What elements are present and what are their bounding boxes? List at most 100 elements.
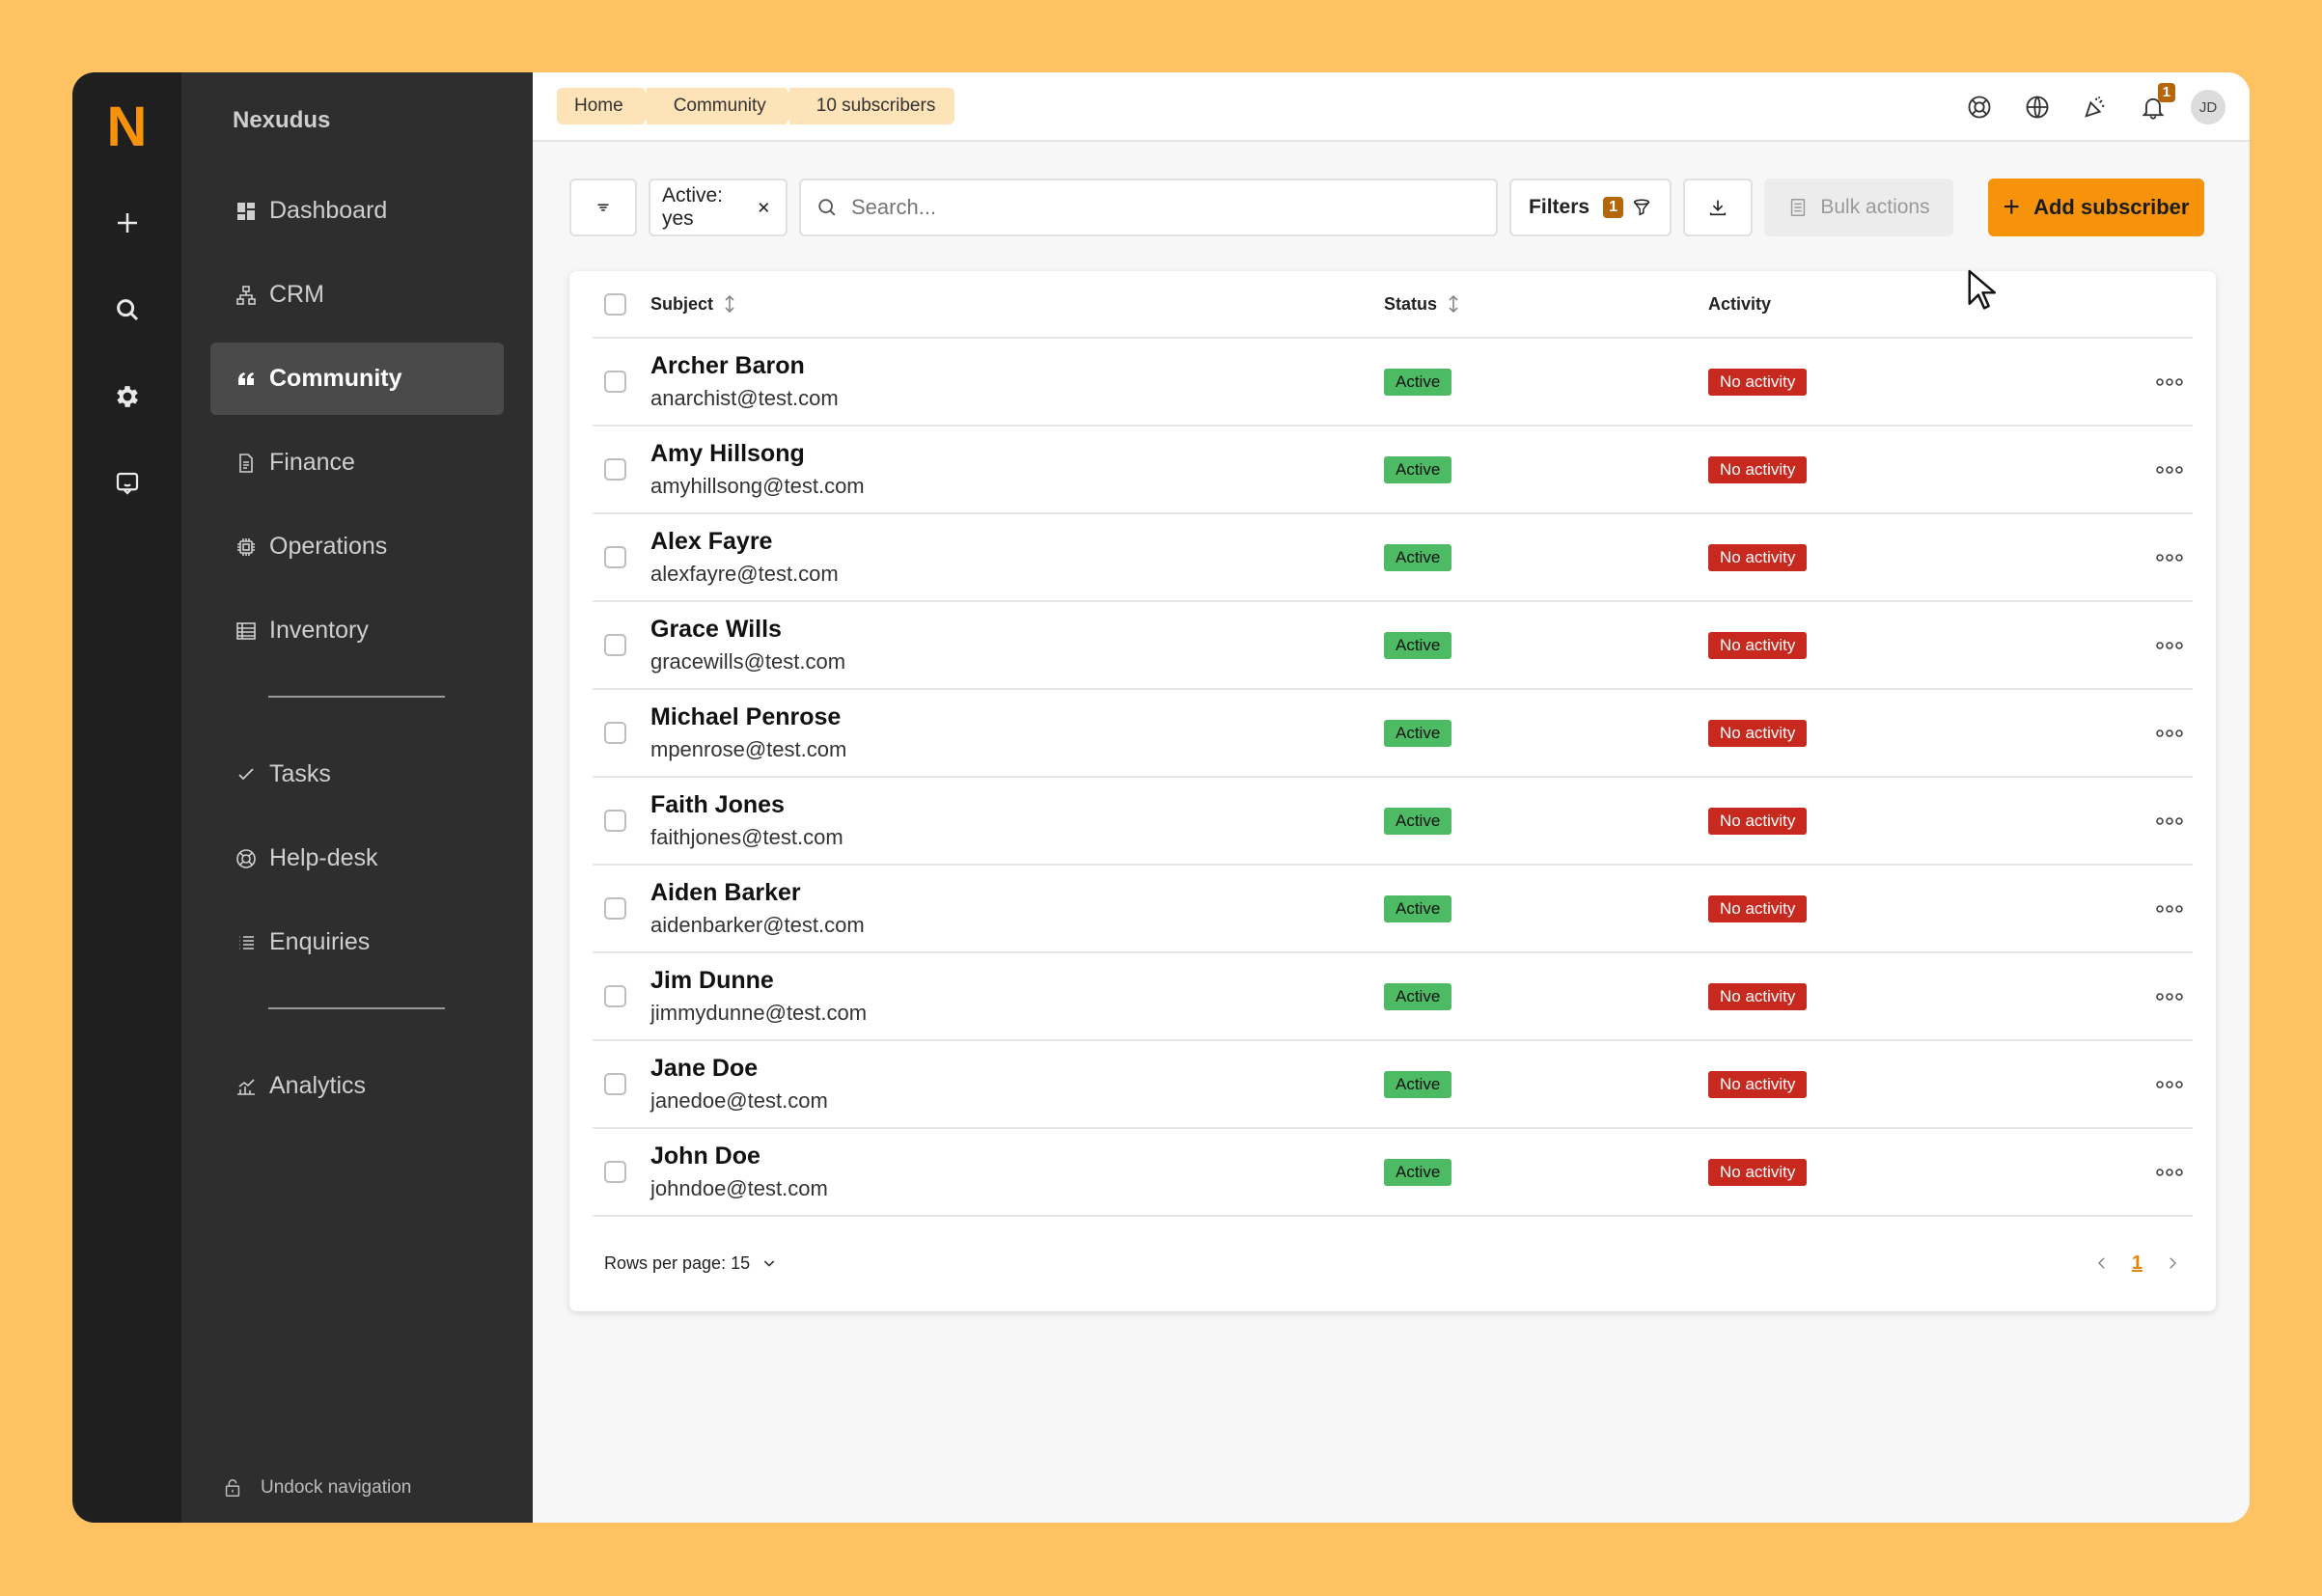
notification-bell-icon[interactable]: 1 <box>2137 83 2175 124</box>
more-options-icon[interactable] <box>2155 1075 2184 1094</box>
help-lifebuoy-icon[interactable] <box>1963 91 1996 124</box>
plus-icon[interactable] <box>98 194 156 252</box>
column-subject[interactable]: Subject <box>650 294 1384 315</box>
search-icon <box>818 199 836 216</box>
table-row[interactable]: Jim Dunne jimmydunne@test.com Active No … <box>593 953 2193 1041</box>
table-row[interactable]: Faith Jones faithjones@test.com Active N… <box>593 778 2193 866</box>
sort-icon[interactable] <box>723 294 736 314</box>
status-badge: Active <box>1384 982 1452 1010</box>
activity-badge: No activity <box>1708 1158 1808 1186</box>
row-checkbox[interactable] <box>604 371 626 393</box>
subject-cell: Amy Hillsong amyhillsong@test.com <box>650 440 1384 499</box>
activity-badge: No activity <box>1708 719 1808 747</box>
subscriber-name[interactable]: Alex Fayre <box>650 528 773 555</box>
download-button[interactable] <box>1683 179 1753 236</box>
status-badge: Active <box>1384 455 1452 483</box>
status-badge: Active <box>1384 631 1452 659</box>
row-checkbox[interactable] <box>604 722 626 744</box>
active-filter-chip[interactable]: Active: yes <box>649 179 788 236</box>
table-row[interactable]: Aiden Barker aidenbarker@test.com Active… <box>593 866 2193 953</box>
party-popper-icon[interactable] <box>2079 91 2112 124</box>
status-cell: Active <box>1384 719 1708 747</box>
sidebar-item-dashboard[interactable]: Dashboard <box>210 175 504 247</box>
search-icon[interactable] <box>98 281 156 339</box>
sidebar-divider <box>268 1007 445 1009</box>
undock-navigation-button[interactable]: Undock navigation <box>222 1477 411 1499</box>
table-row[interactable]: Alex Fayre alexfayre@test.com Active No … <box>593 514 2193 602</box>
chevron-left-icon[interactable] <box>2093 1254 2111 1272</box>
subscriber-name[interactable]: Aiden Barker <box>650 879 801 906</box>
row-checkbox[interactable] <box>604 985 626 1007</box>
row-checkbox[interactable] <box>604 1161 626 1183</box>
subscriber-name[interactable]: Jim Dunne <box>650 967 774 994</box>
table-row[interactable]: Amy Hillsong amyhillsong@test.com Active… <box>593 427 2193 514</box>
close-icon[interactable] <box>754 197 774 218</box>
sidebar-item-crm[interactable]: CRM <box>210 259 504 331</box>
sidebar-item-community[interactable]: Community <box>210 343 504 415</box>
activity-cell: No activity <box>1708 1158 2123 1186</box>
sidebar-item-finance[interactable]: Finance <box>210 427 504 499</box>
row-checkbox[interactable] <box>604 458 626 481</box>
sidebar-item-enquiries[interactable]: Enquiries <box>210 906 504 978</box>
table-row[interactable]: Jane Doe janedoe@test.com Active No acti… <box>593 1041 2193 1129</box>
table-row[interactable]: Grace Wills gracewills@test.com Active N… <box>593 602 2193 690</box>
column-status[interactable]: Status <box>1384 294 1708 315</box>
filter-toggle-button[interactable] <box>569 179 637 236</box>
globe-icon[interactable] <box>2021 91 2054 124</box>
chart-icon <box>235 1075 258 1098</box>
table-row[interactable]: John Doe johndoe@test.com Active No acti… <box>593 1129 2193 1217</box>
more-options-icon[interactable] <box>2155 899 2184 919</box>
chat-icon[interactable] <box>98 454 156 512</box>
more-options-icon[interactable] <box>2155 724 2184 743</box>
rows-per-page-select[interactable]: Rows per page: 15 <box>604 1253 777 1274</box>
gear-icon[interactable] <box>98 368 156 426</box>
avatar[interactable]: JD <box>2191 90 2225 124</box>
filters-button[interactable]: Filters 1 <box>1509 179 1672 236</box>
sidebar-item-operations[interactable]: Operations <box>210 510 504 583</box>
subscriber-name[interactable]: Michael Penrose <box>650 703 842 730</box>
table-row[interactable]: Archer Baron anarchist@test.com Active N… <box>593 339 2193 427</box>
subscriber-name[interactable]: Faith Jones <box>650 791 785 818</box>
breadcrumb-community[interactable]: Community <box>646 88 799 124</box>
subscriber-name[interactable]: John Doe <box>650 1142 760 1169</box>
sidebar-item-tasks[interactable]: Tasks <box>210 738 504 811</box>
add-subscriber-button[interactable]: + Add subscriber <box>1988 179 2204 236</box>
search-box[interactable] <box>799 179 1498 236</box>
sidebar: Nexudus Dashboard CRM Community Finance … <box>181 72 533 1523</box>
row-checkbox[interactable] <box>604 546 626 568</box>
more-options-icon[interactable] <box>2155 460 2184 480</box>
sidebar-item-inventory[interactable]: Inventory <box>210 594 504 667</box>
chevron-right-icon[interactable] <box>2164 1254 2181 1272</box>
subscriber-email: amyhillsong@test.com <box>650 474 865 498</box>
breadcrumb-home[interactable]: Home <box>557 88 656 124</box>
subscriber-name[interactable]: Amy Hillsong <box>650 440 805 467</box>
more-options-icon[interactable] <box>2155 987 2184 1006</box>
sidebar-item-label: Community <box>269 365 402 392</box>
row-checkbox[interactable] <box>604 1073 626 1095</box>
subscriber-name[interactable]: Jane Doe <box>650 1055 759 1082</box>
select-all-checkbox[interactable] <box>604 292 626 316</box>
more-options-icon[interactable] <box>2155 372 2184 392</box>
activity-cell: No activity <box>1708 719 2123 747</box>
sidebar-item-label: Inventory <box>269 617 369 644</box>
more-options-icon[interactable] <box>2155 636 2184 655</box>
check-icon <box>235 763 258 786</box>
sidebar-item-help-desk[interactable]: Help-desk <box>210 822 504 894</box>
bulk-actions-button[interactable]: Bulk actions <box>1764 179 1953 236</box>
sidebar-item-analytics[interactable]: Analytics <box>210 1050 504 1122</box>
row-checkbox[interactable] <box>604 897 626 920</box>
page-number[interactable]: 1 <box>2131 1252 2142 1274</box>
status-cell: Active <box>1384 1070 1708 1098</box>
download-icon <box>1709 200 1727 216</box>
more-options-icon[interactable] <box>2155 548 2184 567</box>
table-row[interactable]: Michael Penrose mpenrose@test.com Active… <box>593 690 2193 778</box>
more-options-icon[interactable] <box>2155 812 2184 831</box>
search-input[interactable] <box>851 195 1430 220</box>
sort-icon[interactable] <box>1447 294 1460 314</box>
status-cell: Active <box>1384 631 1708 659</box>
row-checkbox[interactable] <box>604 634 626 656</box>
subscriber-name[interactable]: Archer Baron <box>650 352 805 379</box>
subscriber-name[interactable]: Grace Wills <box>650 616 782 643</box>
row-checkbox[interactable] <box>604 810 626 832</box>
more-options-icon[interactable] <box>2155 1163 2184 1182</box>
